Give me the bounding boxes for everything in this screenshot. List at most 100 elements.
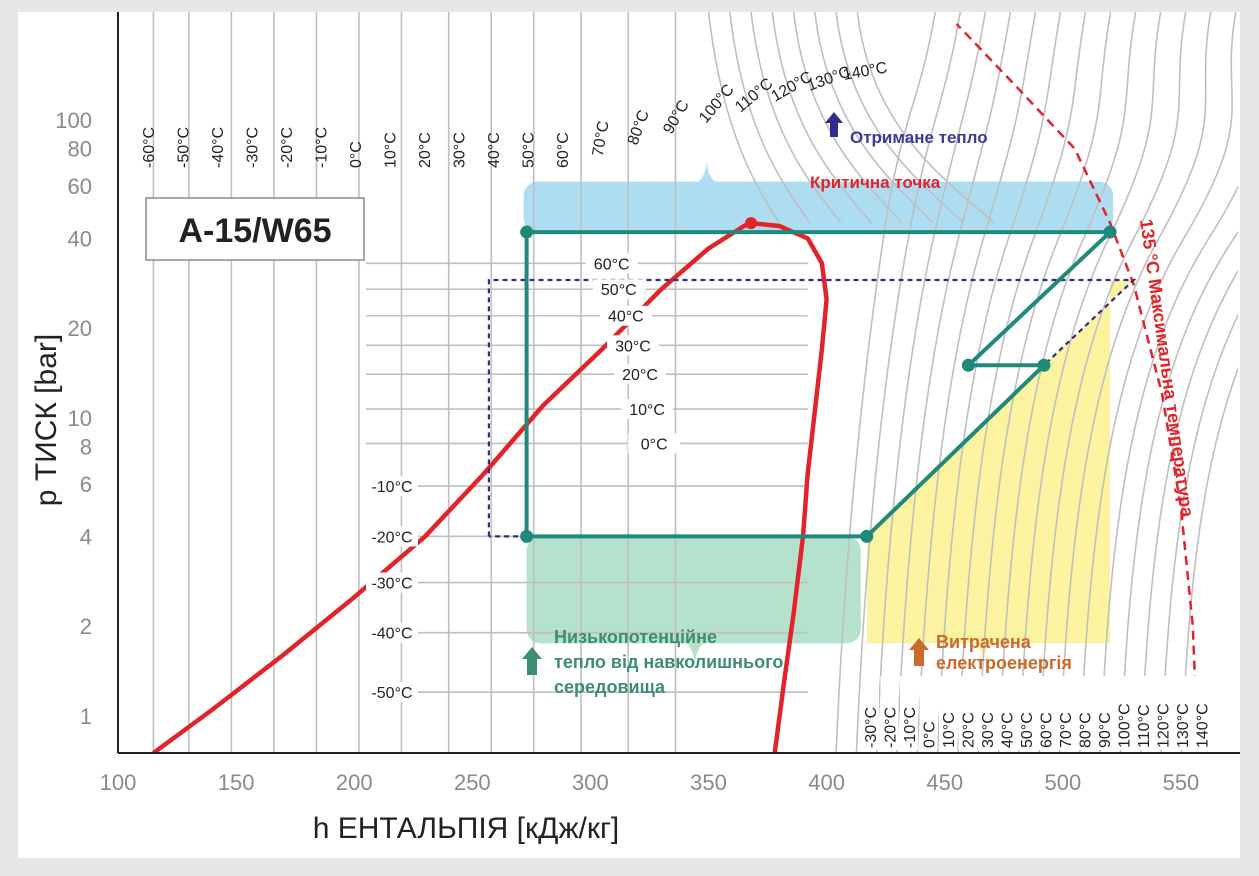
isotherm-label: 60°C: [594, 256, 630, 273]
y-tick-label: 1: [80, 704, 92, 729]
top-temp-label: 100°C: [696, 81, 738, 126]
top-temp-label: 40°C: [486, 132, 503, 168]
heat-out-annotation: Отримане тепло: [825, 112, 988, 147]
bottom-temp-label-bg: [1114, 676, 1133, 750]
x-tick-label: 500: [1044, 770, 1081, 795]
bottom-temp-label-bg: [919, 676, 938, 750]
isotherm-line: [814, 12, 934, 224]
critical-point: [745, 217, 758, 230]
y-tick-label: 8: [80, 435, 92, 460]
pressure-enthalpy-chart: 60°C50°C40°C30°C20°C10°C0°C-10°C-20°C-30…: [30, 12, 1240, 845]
x-tick-label: 250: [454, 770, 491, 795]
bottom-temp-label-bg: [861, 676, 879, 750]
isotherm-label-bg: [366, 572, 419, 593]
bottom-temp-label: 130°C: [1175, 703, 1192, 748]
bottom-temp-label: 30°C: [980, 712, 997, 748]
bottom-temp-label: -20°C: [883, 707, 900, 748]
arrow-up-icon: [825, 112, 843, 137]
top-temp-label: 70°C: [590, 120, 613, 158]
isotherm-line: [856, 12, 995, 224]
isotherm-label-bg: [366, 682, 419, 703]
isotherm-label-bg: [599, 305, 652, 326]
isotherm-label-bg: [585, 253, 638, 274]
y-tick-label: 10: [68, 406, 92, 431]
superheat-isotherm: [957, 12, 1087, 753]
superheat-isotherm: [896, 12, 1012, 753]
top-temp-label: 20°C: [417, 132, 434, 168]
bottom-temp-label-bg: [1095, 676, 1113, 750]
top-temp-label: 60°C: [555, 132, 572, 168]
superheat-isotherm: [936, 12, 1062, 753]
bottom-temp-label-bg: [939, 676, 957, 750]
superheat-isotherm: [1180, 366, 1238, 753]
bottom-temp-label: 70°C: [1058, 712, 1075, 748]
y-tick-label: 100: [55, 108, 92, 133]
bottom-temp-label-bg: [1134, 676, 1152, 750]
bottom-temp-label: 100°C: [1117, 703, 1134, 748]
bottom-temp-label-bg: [978, 676, 996, 750]
y-tick-label: 40: [68, 226, 92, 251]
bottom-temp-label: 140°C: [1195, 703, 1212, 748]
bottom-temp-label: 0°C: [922, 721, 939, 748]
x-tick-label: 100: [100, 770, 137, 795]
isotherm-line: [707, 12, 781, 224]
isotherm-line: [771, 12, 873, 224]
top-temp-label: 90°C: [660, 98, 693, 137]
bottom-temp-label: 50°C: [1019, 712, 1036, 748]
cycle-point: [860, 529, 874, 543]
superheat-isotherm: [875, 12, 987, 753]
isotherm-label-bg: [614, 364, 667, 385]
bottom-temp-label-bg: [1192, 676, 1211, 750]
top-temp-label: -10°C: [314, 127, 331, 168]
critical-point-label: Критична точка: [810, 173, 941, 192]
top-temp-label: 10°C: [383, 132, 400, 168]
x-tick-label: 450: [926, 770, 963, 795]
bottom-temp-label: -30°C: [863, 707, 880, 748]
isotherm-line: [728, 12, 811, 224]
superheat-isotherm: [835, 12, 937, 753]
y-tick-label: 4: [80, 524, 92, 549]
chart-card: 60°C 50°C 40°C 30°C 20°C 10°C 0°C -10°C -20°C -30…: [18, 12, 1240, 858]
heat-out-label: Отримане тепло: [850, 128, 988, 147]
bottom-temp-label: 10°C: [941, 712, 958, 748]
cycle-point: [961, 358, 975, 372]
top-temp-label: 50°C: [521, 132, 538, 168]
y-tick-label: 80: [68, 137, 92, 162]
isotherm-label: -50°C: [371, 685, 412, 702]
isotherm-label: 0°C: [641, 436, 668, 453]
superheat-isotherm: [1139, 269, 1238, 753]
bottom-temp-label: 20°C: [961, 712, 978, 748]
x-tick-label: 550: [1163, 770, 1200, 795]
electric-label-1: Витрачена: [936, 632, 1032, 652]
bottom-temp-label: 80°C: [1078, 712, 1095, 748]
cycle-point: [1037, 358, 1051, 372]
low-heat-label-1: Низькопотенційне: [554, 627, 717, 647]
bottom-temp-label-bg: [1017, 676, 1035, 750]
top-temp-label: -40°C: [210, 127, 227, 168]
isotherm-label-bg: [592, 279, 645, 300]
top-temp-label: 0°C: [348, 141, 365, 168]
bottom-temp-label-bg: [1036, 676, 1055, 750]
model-label-box: A-15/W65: [145, 197, 365, 261]
superheat-isotherm: [1099, 185, 1238, 753]
bottom-temp-label: -10°C: [902, 707, 919, 748]
isotherm-label-bg: [366, 476, 419, 497]
isotherm-label: -30°C: [371, 576, 412, 593]
top-temp-label: -50°C: [176, 127, 193, 168]
y-tick-label: 2: [80, 614, 92, 639]
x-axis-title: h ЕНТАЛЬПІЯ [кДж/кг]: [313, 812, 620, 845]
low-heat-label-3: середовища: [554, 677, 666, 697]
superheat-isotherm: [977, 12, 1112, 753]
superheat-isotherm: [1079, 12, 1237, 753]
bottom-temp-label: 120°C: [1156, 703, 1173, 748]
isotherm-label-bg: [606, 335, 659, 356]
isotherm-label-bg: [628, 433, 681, 454]
bottom-temp-label: 90°C: [1097, 712, 1114, 748]
y-tick-label: 6: [80, 472, 92, 497]
bottom-temp-label-bg: [997, 676, 1016, 750]
bottom-temp-label-bg: [880, 676, 899, 750]
isotherm-label: -40°C: [371, 626, 412, 643]
superheat-isotherm: [855, 12, 962, 753]
electric-region: [866, 280, 1134, 644]
isotherm-line: [792, 12, 903, 224]
